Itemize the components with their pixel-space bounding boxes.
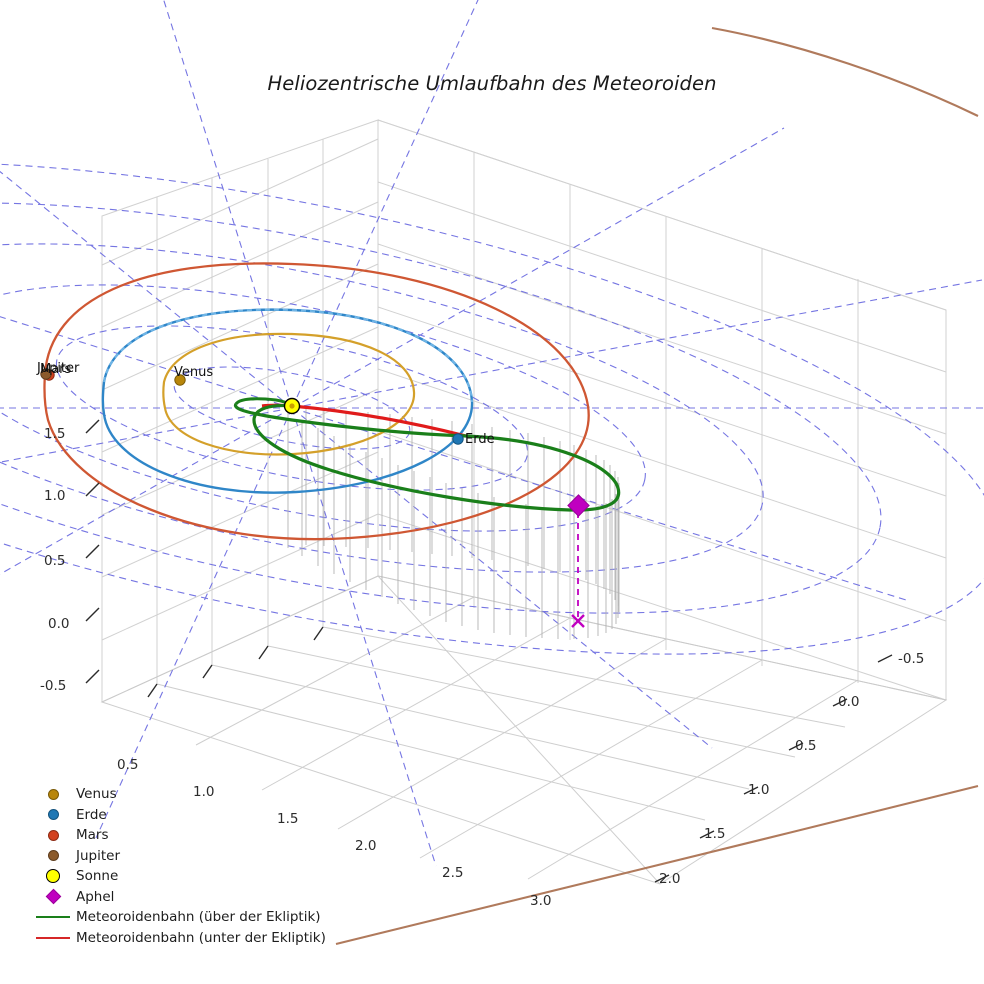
meteoroid-below-line-icon bbox=[30, 936, 76, 939]
orbit-earth-dashed bbox=[102, 308, 474, 403]
x-tick-1: 1.0 bbox=[193, 784, 215, 800]
y-tick-0: -0.5 bbox=[898, 651, 925, 667]
legend-label-jupiter: Jupiter bbox=[76, 847, 121, 864]
legend-label-aphel: Aphel bbox=[76, 888, 115, 905]
y-tick-1: 0.0 bbox=[838, 694, 860, 710]
y-tick-5: 2.0 bbox=[659, 871, 681, 887]
legend: Venus Erde Mars Jupiter Sonne bbox=[30, 784, 360, 948]
earth-marker-icon bbox=[30, 809, 76, 821]
legend-label-mars: Mars bbox=[76, 827, 109, 844]
x-tick-3: 2.0 bbox=[355, 838, 377, 854]
y-tick-3: 1.0 bbox=[748, 782, 770, 798]
legend-label-meteoroid-above: Meteoroidenbahn (über der Ekliptik) bbox=[76, 909, 321, 926]
label-venus: Venus bbox=[174, 365, 214, 380]
legend-item-meteoroid-above[interactable]: Meteoroidenbahn (über der Ekliptik) bbox=[30, 907, 360, 928]
legend-item-meteoroid-below[interactable]: Meteoroidenbahn (unter der Ekliptik) bbox=[30, 928, 360, 949]
z-tick-1: 1.0 bbox=[44, 488, 66, 504]
orbit-mars bbox=[43, 262, 590, 541]
venus-marker-icon bbox=[30, 788, 76, 800]
marker-earth bbox=[452, 433, 464, 445]
x-tick-0: 0.5 bbox=[117, 757, 139, 773]
marker-venus bbox=[174, 374, 186, 386]
z-tick-4: -0.5 bbox=[40, 678, 67, 694]
legend-item-sonne[interactable]: Sonne bbox=[30, 866, 360, 887]
label-mars: Mars bbox=[40, 362, 72, 377]
aphel-projection-marker bbox=[571, 614, 585, 628]
x-tick-4: 2.5 bbox=[442, 865, 464, 881]
y-tick-2: 0.5 bbox=[795, 738, 817, 754]
z-tick-0: 1.5 bbox=[44, 426, 66, 442]
meteoroid-droplines bbox=[287, 409, 620, 639]
pane-grid bbox=[100, 119, 948, 885]
legend-item-venus[interactable]: Venus bbox=[30, 784, 360, 805]
legend-label-erde: Erde bbox=[76, 806, 107, 823]
jupiter-marker-icon bbox=[30, 850, 76, 862]
marker-jupiter bbox=[40, 368, 52, 380]
mars-marker-icon bbox=[30, 829, 76, 841]
z-tick-2: 0.5 bbox=[44, 553, 66, 569]
plot-title: Heliozentrische Umlaufbahn des Meteoroid… bbox=[267, 72, 717, 95]
orbit-jupiter bbox=[335, 26, 979, 946]
x-tick-2: 1.5 bbox=[277, 811, 299, 827]
legend-item-jupiter[interactable]: Jupiter bbox=[30, 846, 360, 867]
axis-ticks bbox=[85, 419, 893, 883]
aphel-marker-icon bbox=[30, 888, 76, 905]
marker-sun-core bbox=[289, 403, 295, 409]
orbit-venus bbox=[162, 332, 416, 456]
label-jupiter: Jupiter bbox=[37, 361, 80, 376]
meteoroid-orbit-above bbox=[233, 403, 621, 512]
label-erde: Erde bbox=[465, 432, 495, 447]
legend-label-sonne: Sonne bbox=[76, 868, 119, 885]
legend-item-aphel[interactable]: Aphel bbox=[30, 887, 360, 908]
meteoroid-above-line-icon bbox=[30, 916, 76, 919]
legend-item-mars[interactable]: Mars bbox=[30, 825, 360, 846]
aphel-marker bbox=[567, 494, 590, 517]
sun-marker-icon bbox=[30, 869, 76, 884]
legend-label-meteoroid-below: Meteoroidenbahn (unter der Ekliptik) bbox=[76, 929, 326, 946]
x-tick-5: 3.0 bbox=[530, 893, 552, 909]
y-tick-4: 1.5 bbox=[704, 826, 726, 842]
legend-label-venus: Venus bbox=[76, 786, 117, 803]
z-tick-3: 0.0 bbox=[48, 616, 70, 632]
legend-item-erde[interactable]: Erde bbox=[30, 805, 360, 826]
